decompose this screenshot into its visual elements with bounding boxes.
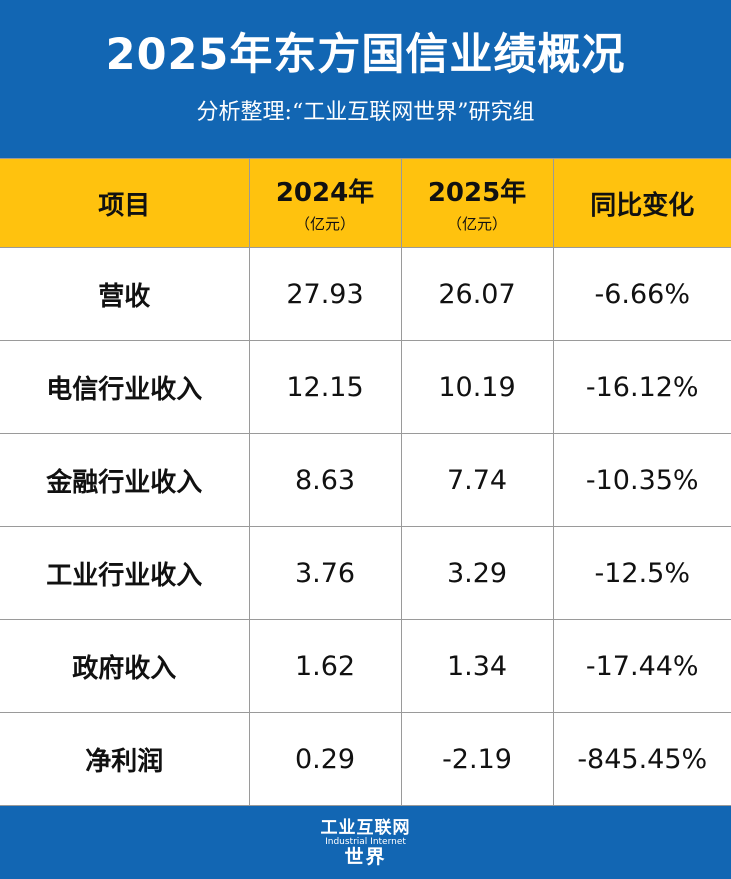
- table-row: 工业行业收入 3.76 3.29 -12.5%: [0, 526, 731, 620]
- page-subtitle: 分析整理:“工业互联网世界”研究组: [196, 100, 535, 125]
- value-2024: 12.15: [248, 340, 402, 434]
- row-item-label: 电信行业收入: [0, 340, 250, 434]
- value-change: -17.44%: [552, 619, 731, 713]
- column-header-unit: （亿元）: [294, 215, 355, 233]
- value-change: -10.35%: [552, 433, 731, 527]
- value-2025: 10.19: [400, 340, 554, 434]
- brand-logo: 工业互联网 Industrial Internet 世界: [321, 820, 411, 867]
- row-item-label: 净利润: [0, 712, 250, 806]
- column-header-2025: 2025年 （亿元）: [400, 158, 554, 248]
- value-change: -12.5%: [552, 526, 731, 620]
- page-title: 2025年东方国信业绩概况: [105, 30, 626, 80]
- value-2024: 0.29: [248, 712, 402, 806]
- logo-line-2: Industrial Internet: [325, 837, 406, 847]
- row-item-label: 工业行业收入: [0, 526, 250, 620]
- logo-line-1: 工业互联网: [320, 818, 411, 838]
- table-row: 电信行业收入 12.15 10.19 -16.12%: [0, 340, 731, 434]
- column-header-label: 同比变化: [590, 190, 695, 221]
- footer: 工业互联网 Industrial Internet 世界: [0, 806, 731, 879]
- value-2025: 7.74: [400, 433, 554, 527]
- table-row: 金融行业收入 8.63 7.74 -10.35%: [0, 433, 731, 527]
- column-header-item: 项目: [0, 158, 250, 248]
- table-row: 政府收入 1.62 1.34 -17.44%: [0, 619, 731, 713]
- row-item-label: 营收: [0, 247, 250, 341]
- table-row: 营收 27.93 26.07 -6.66%: [0, 247, 731, 341]
- value-2025: 3.29: [400, 526, 554, 620]
- row-item-label: 政府收入: [0, 619, 250, 713]
- value-change: -845.45%: [552, 712, 731, 806]
- value-change: -6.66%: [552, 247, 731, 341]
- value-2024: 27.93: [248, 247, 402, 341]
- table-row: 净利润 0.29 -2.19 -845.45%: [0, 712, 731, 806]
- column-header-change: 同比变化: [552, 158, 731, 248]
- value-change: -16.12%: [552, 340, 731, 434]
- logo-line-3: 世界: [344, 846, 387, 868]
- value-2024: 8.63: [248, 433, 402, 527]
- value-2024: 3.76: [248, 526, 402, 620]
- table-header-row: 项目 2024年 （亿元） 2025年 （亿元） 同比变化: [0, 158, 731, 248]
- value-2025: 1.34: [400, 619, 554, 713]
- header: 2025年东方国信业绩概况 分析整理:“工业互联网世界”研究组: [0, 0, 731, 158]
- column-header-2024: 2024年 （亿元）: [248, 158, 402, 248]
- column-header-label: 项目: [98, 190, 151, 221]
- value-2025: 26.07: [400, 247, 554, 341]
- row-item-label: 金融行业收入: [0, 433, 250, 527]
- column-header-unit: （亿元）: [446, 215, 507, 233]
- column-header-label: 2025年: [427, 178, 527, 208]
- column-header-label: 2024年: [275, 178, 375, 208]
- value-2024: 1.62: [248, 619, 402, 713]
- performance-table: 项目 2024年 （亿元） 2025年 （亿元） 同比变化 营收 27.93: [0, 158, 731, 806]
- value-2025: -2.19: [400, 712, 554, 806]
